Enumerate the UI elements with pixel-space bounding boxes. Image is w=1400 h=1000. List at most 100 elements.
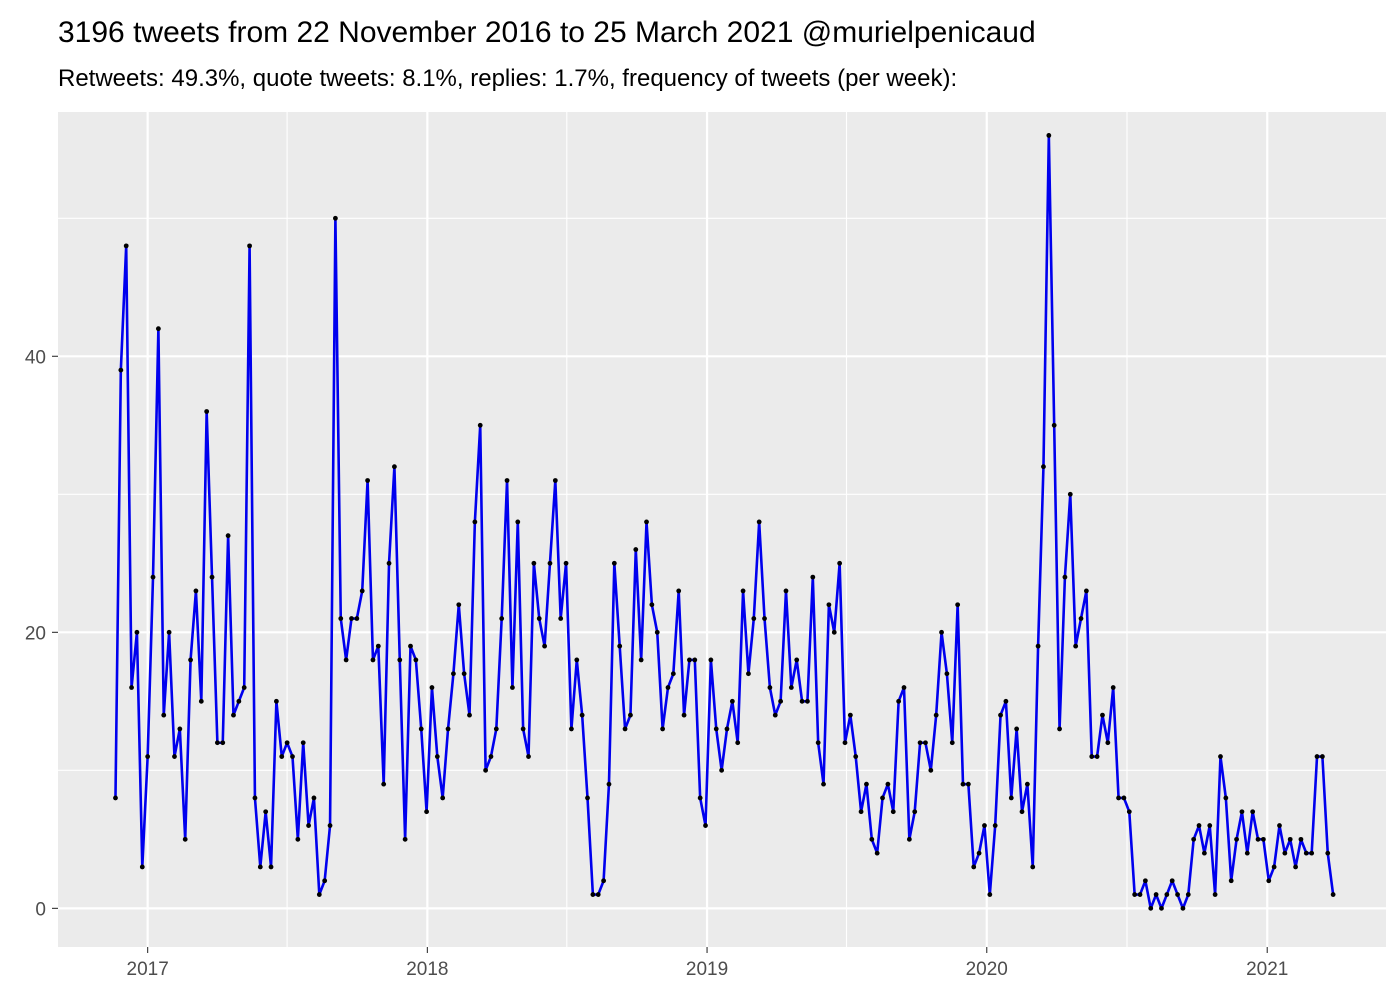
data-point [1330, 892, 1336, 897]
data-point [322, 878, 328, 884]
data-point [660, 726, 666, 732]
data-point [670, 671, 676, 677]
data-point [429, 685, 435, 690]
data-point [284, 740, 290, 746]
data-point [649, 602, 655, 608]
data-point [182, 836, 188, 842]
data-point [300, 740, 306, 746]
data-point [692, 657, 698, 663]
data-point [1201, 850, 1207, 856]
data-point [1067, 491, 1073, 497]
data-point [1266, 878, 1272, 884]
data-point [992, 823, 998, 828]
data-point [595, 892, 601, 897]
data-point [831, 629, 837, 635]
data-point [928, 767, 934, 773]
data-point [354, 616, 360, 621]
y-tick-label: 40 [25, 347, 46, 368]
data-point [488, 754, 494, 759]
data-point [960, 781, 966, 787]
data-point [510, 685, 515, 690]
data-point [257, 864, 263, 870]
series-line [114, 134, 1335, 910]
x-tick-label: 2021 [1246, 959, 1288, 980]
data-point [987, 892, 993, 897]
data-point [606, 781, 612, 787]
data-point [139, 864, 145, 870]
data-point [1244, 850, 1250, 856]
data-point [1089, 754, 1095, 759]
data-point [295, 836, 301, 842]
data-point [794, 657, 800, 663]
data-point [885, 781, 891, 787]
data-point [611, 560, 617, 566]
data-point [1228, 878, 1234, 884]
data-point [1132, 892, 1138, 897]
data-point [547, 560, 553, 566]
data-point [901, 685, 907, 690]
x-tick-label: 2020 [966, 959, 1008, 980]
data-point [1234, 836, 1239, 842]
data-point [1094, 754, 1100, 759]
data-point [198, 698, 204, 704]
data-point [338, 616, 344, 621]
data-point [375, 643, 381, 649]
data-point [1019, 809, 1025, 815]
data-point [214, 740, 220, 746]
data-point [316, 892, 322, 897]
data-point [252, 795, 258, 801]
data-point [1277, 823, 1282, 828]
data-point [783, 588, 789, 594]
x-axis: 2017 2018 2019 2020 2021 [127, 947, 1288, 980]
data-point [129, 685, 134, 690]
data-point [220, 740, 226, 746]
data-point [370, 657, 376, 663]
y-tick-label: 0 [35, 899, 46, 920]
data-point [826, 602, 832, 608]
data-point [713, 726, 719, 732]
data-point [536, 616, 542, 621]
data-point [1153, 892, 1159, 897]
data-point [944, 671, 950, 677]
data-point [762, 616, 767, 621]
data-point [654, 629, 660, 635]
plot-panel [58, 112, 1386, 947]
data-point [526, 754, 531, 759]
data-point [1260, 836, 1266, 842]
data-point [150, 574, 156, 580]
data-point [1255, 836, 1261, 842]
data-point [247, 243, 252, 249]
data-point [123, 243, 129, 249]
data-point [923, 740, 928, 746]
data-point [644, 519, 649, 525]
chart-title: 3196 tweets from 22 November 2016 to 25 … [58, 16, 1036, 49]
data-point [343, 657, 349, 663]
data-point [451, 671, 456, 677]
data-point [681, 712, 687, 718]
data-point [1287, 836, 1293, 842]
data-point [890, 809, 896, 815]
data-point [499, 616, 505, 621]
data-point [231, 712, 236, 718]
data-point [569, 726, 574, 732]
data-point [821, 781, 826, 787]
data-point [1003, 698, 1009, 704]
data-point [778, 698, 784, 704]
data-point [118, 367, 124, 373]
data-point [1207, 823, 1213, 828]
data-point [585, 795, 590, 801]
data-point [601, 878, 607, 884]
data-point [1105, 740, 1111, 746]
data-point [998, 712, 1003, 718]
data-point [472, 519, 478, 525]
data-point [767, 685, 773, 690]
data-point [177, 726, 183, 732]
x-tick-label: 2019 [686, 959, 728, 980]
data-point [1191, 836, 1197, 842]
data-point [638, 657, 644, 663]
data-point [515, 519, 521, 525]
data-point [504, 478, 510, 483]
data-point [697, 795, 703, 801]
data-point [166, 629, 172, 635]
